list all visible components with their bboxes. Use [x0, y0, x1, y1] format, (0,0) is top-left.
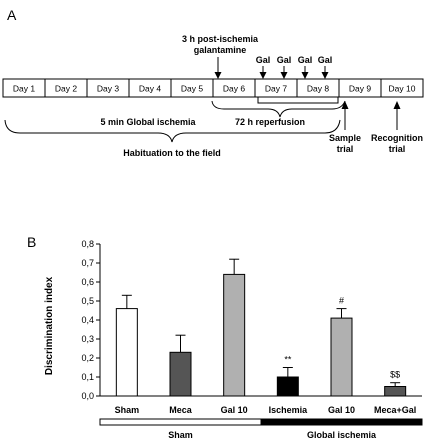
gal-arrow-head — [280, 72, 288, 79]
significance-annotation: ** — [284, 355, 292, 365]
panel-a-label: A — [7, 7, 17, 23]
gal-arrows: Gal Gal Gal Gal — [256, 55, 333, 79]
x-tick-label: Ischemia — [269, 405, 309, 415]
day-label: Day 5 — [181, 84, 203, 94]
day-boxes: Day 1 Day 2 Day 3 Day 4 Day 5 Day 6 Day 7 Day 8… — [2, 78, 424, 98]
day-label: Day 1 — [13, 84, 35, 94]
y-axis-label: Discrimination index — [44, 276, 55, 375]
reperfusion-brace — [211, 100, 346, 118]
recognition-trial-line1: Recognition — [371, 133, 423, 143]
bar — [384, 386, 407, 397]
day-label: Day 4 — [139, 84, 161, 94]
gal-label: Gal — [256, 55, 271, 65]
gal-arrow-head — [301, 72, 309, 79]
y-tick-label: 0,7 — [81, 258, 94, 268]
chart-panel: B Discrimination index 0,00,10,20,30,40,… — [27, 234, 423, 440]
significance-annotation: # — [339, 296, 344, 306]
group-bar — [99, 418, 262, 426]
x-tick-label: Gal 10 — [221, 405, 248, 415]
gal-label: Gal — [277, 55, 292, 65]
sample-arrow-head — [341, 101, 349, 109]
y-axis: 0,0 0,1 0,2 0,3 0,4 0,5 0,6 0,7 0,8 — [81, 239, 422, 401]
habituation-brace — [4, 119, 341, 143]
y-tick-label: 0,4 — [81, 315, 94, 325]
group-bar — [260, 418, 423, 426]
group-label: Global ischemia — [307, 430, 377, 440]
y-tick-label: 0,5 — [81, 296, 94, 306]
gal-arrow-head — [321, 72, 329, 79]
bar — [169, 351, 192, 397]
reperfusion-label: 72 h reperfusion — [235, 117, 305, 127]
gal-period-bracket — [257, 97, 339, 104]
day-label: Day 9 — [349, 84, 371, 94]
y-tick-label: 0,6 — [81, 277, 94, 287]
sample-trial-line2: trial — [337, 144, 354, 154]
group-label: Sham — [168, 430, 193, 440]
x-tick-label: Meca+Gal — [374, 405, 416, 415]
y-tick-label: 0,8 — [81, 239, 94, 249]
significance-annotation: $$ — [390, 370, 400, 380]
day-label: Day 2 — [55, 84, 77, 94]
bars: ** # $$ — [115, 258, 407, 397]
day-label: Day 10 — [389, 84, 416, 94]
gal-label: Gal — [318, 55, 333, 65]
habituation-label: Habituation to the field — [123, 148, 221, 158]
day-box — [380, 78, 424, 98]
treatment-label-line2: galantamine — [194, 45, 247, 55]
day-label: Day 6 — [223, 84, 245, 94]
x-tick-label: Sham — [115, 405, 140, 415]
day-label: Day 8 — [307, 84, 329, 94]
bar — [276, 376, 299, 397]
sample-trial-line1: Sample — [329, 133, 361, 143]
x-axis-labels: Sham Meca Gal 10 Ischemia Gal 10 Meca+Gal — [115, 405, 417, 415]
group-bars: Sham Global ischemia — [99, 418, 423, 440]
day-label: Day 7 — [265, 84, 287, 94]
bar — [330, 317, 353, 397]
x-tick-label: Gal 10 — [328, 405, 355, 415]
ischemia-label: 5 min Global ischemia — [100, 117, 196, 127]
timeline-panel: A 3 h post-ischemia galantamine Gal Gal Ga… — [2, 7, 424, 158]
y-tick-label: 0,3 — [81, 334, 94, 344]
bar — [223, 273, 246, 397]
y-tick-label: 0,0 — [81, 391, 94, 401]
y-tick-label: 0,1 — [81, 372, 94, 382]
panel-b-label: B — [27, 234, 36, 250]
x-tick-label: Meca — [169, 405, 193, 415]
gal-arrow-head — [259, 72, 267, 79]
y-tick-label: 0,2 — [81, 353, 94, 363]
recognition-trial-line2: trial — [389, 144, 406, 154]
day-label: Day 3 — [97, 84, 119, 94]
gal-label: Gal — [298, 55, 313, 65]
bar — [115, 308, 138, 397]
recognition-arrow-head — [393, 101, 401, 109]
treatment-arrow-head — [214, 72, 222, 79]
treatment-label-line1: 3 h post-ischemia — [182, 34, 259, 44]
